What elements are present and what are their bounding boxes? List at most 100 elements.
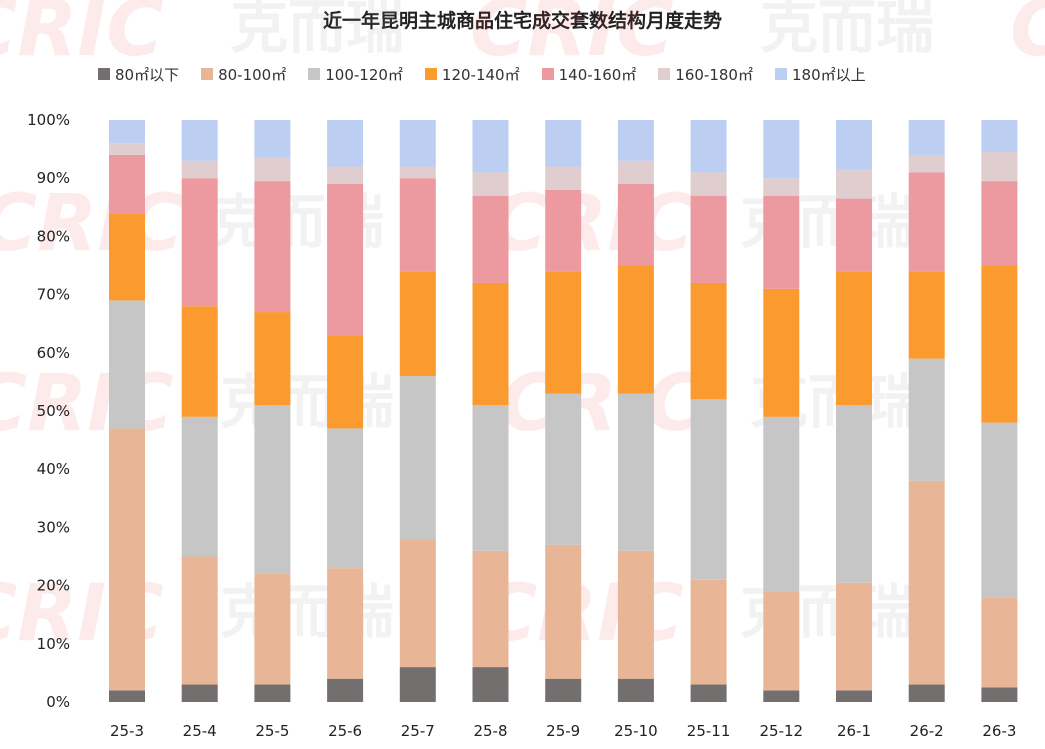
chart-title: 近一年昆明主城商品住宅成交套数结构月度走势 [322,10,722,32]
bar-segment [545,271,582,394]
bar-segment [690,195,727,283]
bar-segment [908,172,945,272]
bar-segment [254,405,291,574]
y-tick-label: 80% [37,227,70,245]
y-tick-label: 0% [46,693,70,711]
bar-segment [109,213,145,301]
legend-swatch [201,68,214,80]
bar-segment [181,178,218,307]
bar-segment [763,178,800,196]
bar-segment [908,358,945,481]
bar-segment [327,184,364,336]
bar-segment [908,154,945,173]
watermark-text: CRIC [0,179,184,269]
y-tick-label: 10% [37,635,70,653]
bar-segment [545,120,582,167]
watermark-text: 克而瑞 [220,578,394,646]
bar-segment [690,282,727,400]
bar-segment [327,120,364,167]
bar-segment [254,157,291,182]
bar-segment [690,172,727,196]
bar-segment [763,195,800,289]
bar-segment [399,120,436,167]
bar-segment [545,678,582,702]
x-tick-label: 25-5 [255,722,289,740]
bar-segment [109,120,145,144]
bar-segment [399,539,436,668]
bar-segment [254,312,291,406]
bar-segment [181,306,218,417]
bar-segment [836,690,872,702]
legend-swatch [658,68,671,80]
bar-segment [836,120,872,170]
legend-item: 140-160㎡ [541,64,637,85]
bar-segment [981,120,1018,153]
legend-label: 80㎡以下 [115,65,180,84]
watermark-text: CRIC [500,359,704,449]
bar-segment [399,178,436,272]
bar-segment [836,169,872,199]
x-tick-label: 25-7 [401,722,435,740]
bar-segment [617,120,654,161]
bar-segment [181,416,218,557]
y-tick-label: 60% [37,344,70,362]
bar-segment [617,184,654,266]
bar-segment [545,166,582,190]
bar-segment [981,422,1018,598]
bar-segment [690,399,727,580]
legend-label: 100-120㎡ [325,65,403,84]
legend-swatch [424,68,437,80]
bar-segment [908,120,945,155]
bar-segment [327,166,364,185]
bar-segment [763,690,800,702]
bar-segment [109,428,145,691]
bar-segment [545,544,582,679]
x-tick-label: 25-4 [183,722,217,740]
bar-segment [908,684,945,702]
x-tick-label: 25-11 [687,722,731,740]
x-tick-label: 25-6 [328,722,362,740]
bar-segment [981,265,1018,423]
bar-segment [181,160,218,179]
legend-label: 140-160㎡ [558,65,637,84]
watermark-text: 克而瑞 [220,368,394,436]
bar-segment [690,120,727,173]
x-tick-label: 25-12 [760,722,804,740]
legend-swatch [541,68,554,80]
watermark-text: CRIC [0,359,174,449]
bar-segment [545,393,582,545]
bar-segment [254,684,291,702]
legend-label: 160-180㎡ [675,65,753,84]
legend-item: 120-140㎡ [424,64,520,85]
bar-segment [472,667,509,702]
y-tick-label: 100% [27,111,70,129]
bar-segment [763,288,800,417]
bar-segment [908,480,945,685]
legend-item: 80㎡以下 [98,64,179,85]
bar-segment [617,393,654,551]
bar-segment [617,265,654,394]
bar-segment [836,582,872,691]
legend-item: 80-100㎡ [201,64,286,85]
bar-segment [617,160,654,185]
x-tick-label: 26-1 [837,722,871,740]
watermark-text: 克而瑞 [760,0,934,61]
legend-label: 180㎡以上 [791,65,866,84]
bar-segment [327,678,364,702]
y-tick-label: 90% [37,169,70,187]
legend-item: 100-120㎡ [308,64,403,85]
bar-segment [763,416,800,592]
bar-segment [836,198,872,272]
bar-segment [399,376,436,540]
bar-segment [399,667,436,702]
bar-segment [690,684,727,702]
watermark-text: 克而瑞 [230,0,404,61]
bar-segment [545,189,582,272]
x-tick-label: 25-10 [614,722,658,740]
bar-segment [181,556,218,685]
bar-segment [254,181,291,313]
bar-segment [327,568,364,679]
bar-segment [981,181,1018,266]
bar-segment [254,573,291,685]
